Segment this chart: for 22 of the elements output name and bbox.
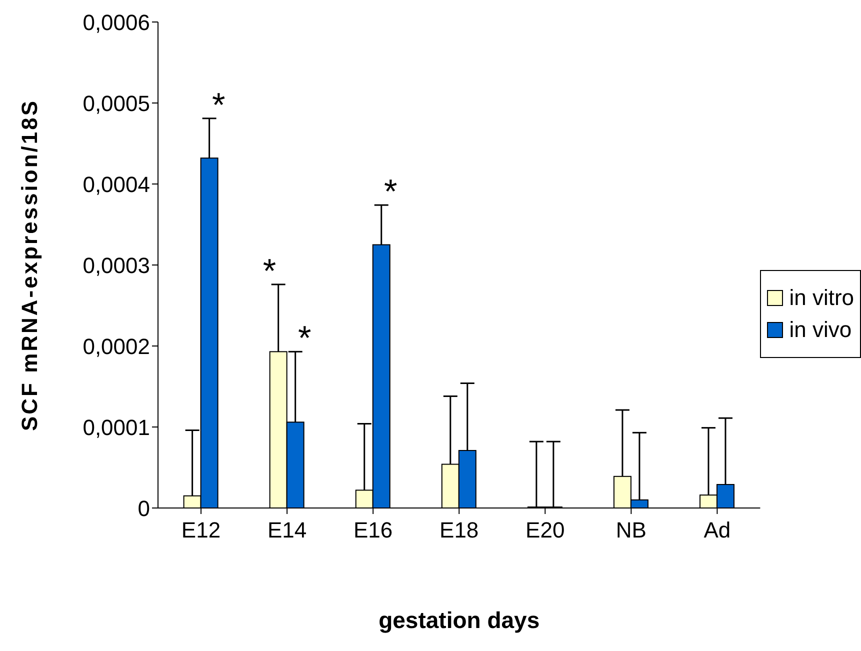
annotation: * bbox=[298, 320, 312, 358]
y-tick-label: 0,0002 bbox=[82, 334, 150, 359]
annotation: * bbox=[384, 173, 398, 212]
y-tick-label: 0,0001 bbox=[82, 414, 150, 440]
x-axis-title: gestation days bbox=[378, 607, 540, 633]
y-axis-title: SCF mRNA-expression/18S bbox=[17, 98, 43, 432]
annotation: * bbox=[262, 252, 276, 290]
x-tick-label: E12 bbox=[181, 518, 221, 543]
y-tick-label: 0,0004 bbox=[82, 172, 150, 197]
y-tick-label: 0,0003 bbox=[82, 252, 150, 278]
annotation: * bbox=[212, 86, 226, 124]
x-tick-label: NB bbox=[616, 518, 646, 543]
y-tick-label: 0 bbox=[138, 496, 150, 521]
legend-label: in vitro bbox=[789, 285, 854, 311]
x-tick-label: E14 bbox=[267, 518, 307, 543]
x-tick-label: E20 bbox=[526, 518, 565, 543]
legend-label: in vivo bbox=[789, 317, 852, 343]
x-tick-label: E16 bbox=[353, 518, 393, 543]
y-tick-label: 0,0006 bbox=[82, 10, 150, 35]
x-tick-label: E18 bbox=[440, 518, 479, 543]
y-tick-label: 0,0005 bbox=[82, 90, 150, 116]
x-tick-label: Ad bbox=[704, 518, 731, 543]
